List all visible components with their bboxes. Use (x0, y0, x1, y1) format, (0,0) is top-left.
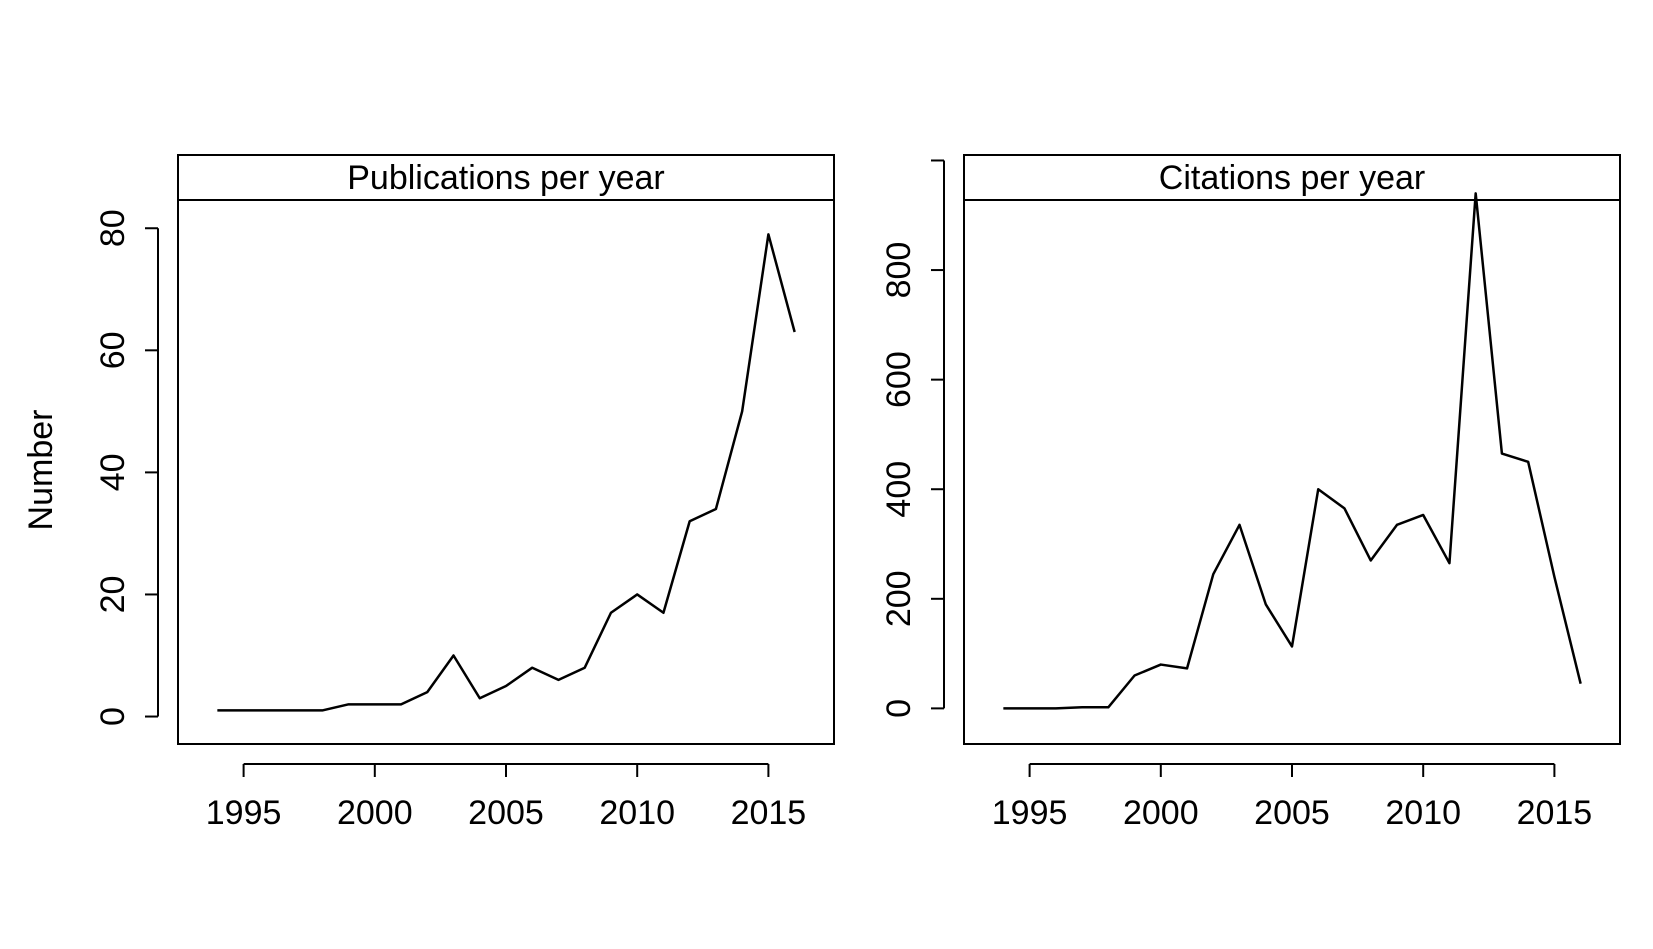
panel-title-publications: Publications per year (347, 159, 665, 197)
y-tick-label-400: 400 (880, 461, 918, 518)
y-tick-label-800: 800 (880, 242, 918, 299)
panel-publications: Publications per year 1995 2000 2005 2010 201… (94, 155, 834, 832)
x-tick-label-1995: 1995 (206, 794, 282, 832)
x-tick-label-2005: 2005 (468, 794, 544, 832)
plot-frame-citations (964, 155, 1620, 744)
series-line-citations (1003, 193, 1580, 708)
y-tick-label-600: 600 (880, 351, 918, 408)
x-tick-label-2000: 2000 (1123, 794, 1199, 832)
series-line-publications (217, 234, 794, 710)
y-tick-label-0: 0 (94, 707, 132, 726)
plot-frame-publications (178, 155, 834, 744)
panel-citations: Citations per year 1995 2000 2005 2010 2015 0 2… (880, 155, 1620, 832)
x-tick-label-2010: 2010 (1385, 794, 1461, 832)
x-tick-label-2015: 2015 (1517, 794, 1593, 832)
y-tick-label-200: 200 (880, 570, 918, 627)
panel-title-citations: Citations per year (1159, 159, 1425, 197)
x-tick-label-2005: 2005 (1254, 794, 1330, 832)
x-tick-label-2015: 2015 (731, 794, 807, 832)
x-tick-label-2000: 2000 (337, 794, 413, 832)
x-tick-label-1995: 1995 (992, 794, 1068, 832)
shared-y-axis-label: Number (22, 410, 60, 531)
x-tick-label-2010: 2010 (599, 794, 675, 832)
y-tick-label-20: 20 (94, 576, 132, 614)
y-tick-label-40: 40 (94, 453, 132, 491)
y-tick-label-0: 0 (880, 699, 918, 718)
y-tick-label-60: 60 (94, 331, 132, 369)
y-tick-label-80: 80 (94, 209, 132, 247)
